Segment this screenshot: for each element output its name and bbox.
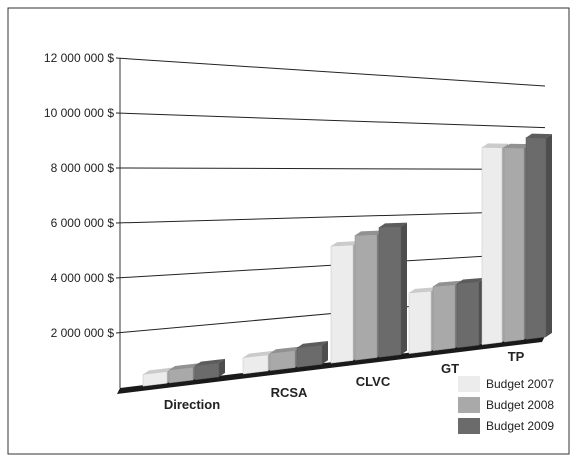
category-label: RCSA	[271, 385, 308, 400]
bar	[525, 137, 547, 340]
bar	[354, 234, 378, 361]
bar-side	[546, 134, 552, 337]
bar-top	[297, 341, 328, 348]
legend-swatch	[458, 376, 480, 392]
y-tick-label: 6 000 000 $	[51, 216, 115, 230]
bar	[432, 284, 456, 351]
bar-side	[322, 341, 328, 365]
gridline	[115, 112, 546, 129]
bar	[296, 344, 323, 368]
gridline	[115, 57, 546, 87]
category-label: Direction	[164, 397, 220, 412]
bar-top	[331, 241, 359, 247]
bar-top	[169, 363, 199, 370]
bar-top	[409, 287, 437, 293]
bar	[242, 354, 269, 375]
gridline	[115, 210, 546, 224]
bar-top	[195, 358, 225, 366]
bar-top	[143, 367, 173, 375]
bar	[481, 147, 503, 345]
bar-top	[504, 143, 530, 149]
y-tick-label: 8 000 000 $	[51, 161, 115, 175]
bar-top	[355, 230, 383, 236]
bar	[269, 350, 296, 371]
gridline	[115, 252, 546, 279]
gridline	[115, 167, 546, 170]
legend-label: Budget 2009	[486, 419, 554, 433]
bar	[378, 226, 402, 358]
chart-floor	[117, 336, 545, 394]
category-label: CLVC	[356, 374, 391, 389]
bar	[456, 281, 480, 349]
y-tick-label: 4 000 000 $	[51, 271, 115, 285]
y-tick-label: 2 000 000 $	[51, 326, 115, 340]
bar-top	[433, 280, 461, 287]
bar	[194, 362, 220, 381]
legend-swatch	[458, 397, 480, 413]
bar	[168, 366, 194, 384]
bar-top	[526, 133, 552, 139]
bar-top	[482, 143, 508, 148]
y-tick-label: 12 000 000 $	[44, 51, 114, 65]
bar	[503, 147, 525, 343]
bar-side	[401, 222, 407, 355]
y-tick-label: 10 000 000 $	[44, 106, 114, 120]
bar-top	[243, 350, 274, 358]
bar	[142, 371, 168, 387]
bar-top	[270, 346, 301, 354]
bar	[330, 244, 354, 364]
category-label: TP	[508, 349, 525, 364]
bar-top	[379, 222, 407, 228]
legend-label: Budget 2007	[486, 377, 554, 391]
legend-swatch	[458, 418, 480, 434]
bar-side	[219, 358, 225, 377]
legend-label: Budget 2008	[486, 398, 554, 412]
bar-top	[457, 277, 485, 284]
category-label: GT	[441, 361, 459, 376]
bar	[408, 290, 432, 354]
